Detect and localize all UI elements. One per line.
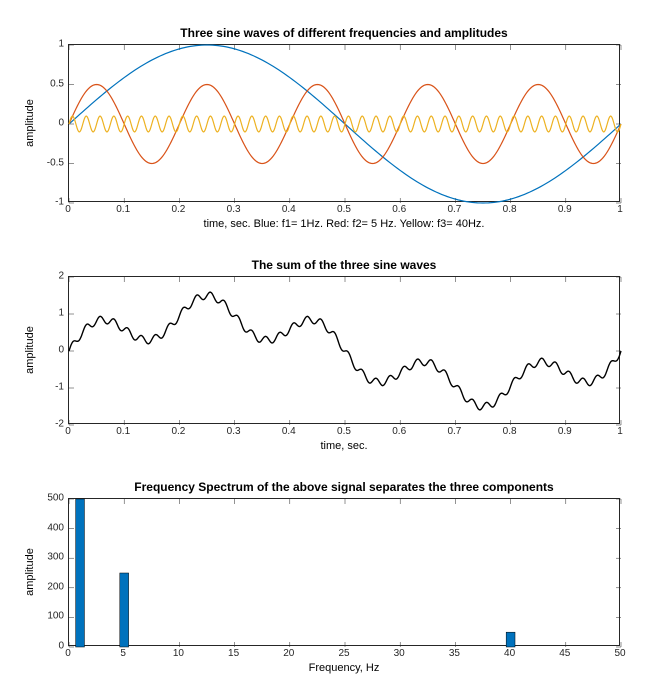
ytick-label: 500 (47, 493, 64, 504)
ytick-label: 200 (47, 581, 64, 592)
xtick-label: 5 (120, 648, 126, 659)
xtick-label: 15 (228, 648, 239, 659)
panel3-plotarea (68, 498, 620, 646)
panel3-title: Frequency Spectrum of the above signal s… (68, 480, 620, 494)
xtick-label: 30 (394, 648, 405, 659)
ytick-label: 300 (47, 552, 64, 563)
xtick-label: 50 (614, 648, 625, 659)
xtick-label: 10 (173, 648, 184, 659)
panel3-ylabel: amplitude (24, 498, 36, 646)
ytick-label: 400 (47, 522, 64, 533)
ytick-label: 0 (58, 641, 64, 652)
panel3-svg (69, 499, 621, 647)
ytick-label: 100 (47, 611, 64, 622)
xtick-label: 0 (65, 648, 71, 659)
xtick-label: 45 (559, 648, 570, 659)
xtick-label: 40 (504, 648, 515, 659)
spectrum-bar (76, 499, 85, 647)
xtick-label: 20 (283, 648, 294, 659)
spectrum-bar (120, 573, 129, 647)
panel-spectrum: Frequency Spectrum of the above signal s… (0, 0, 661, 695)
panel3-xlabel: Frequency, Hz (68, 662, 620, 674)
xtick-label: 25 (338, 648, 349, 659)
xtick-label: 35 (449, 648, 460, 659)
spectrum-bar (506, 632, 515, 647)
figure: Three sine waves of different frequencie… (0, 0, 661, 695)
